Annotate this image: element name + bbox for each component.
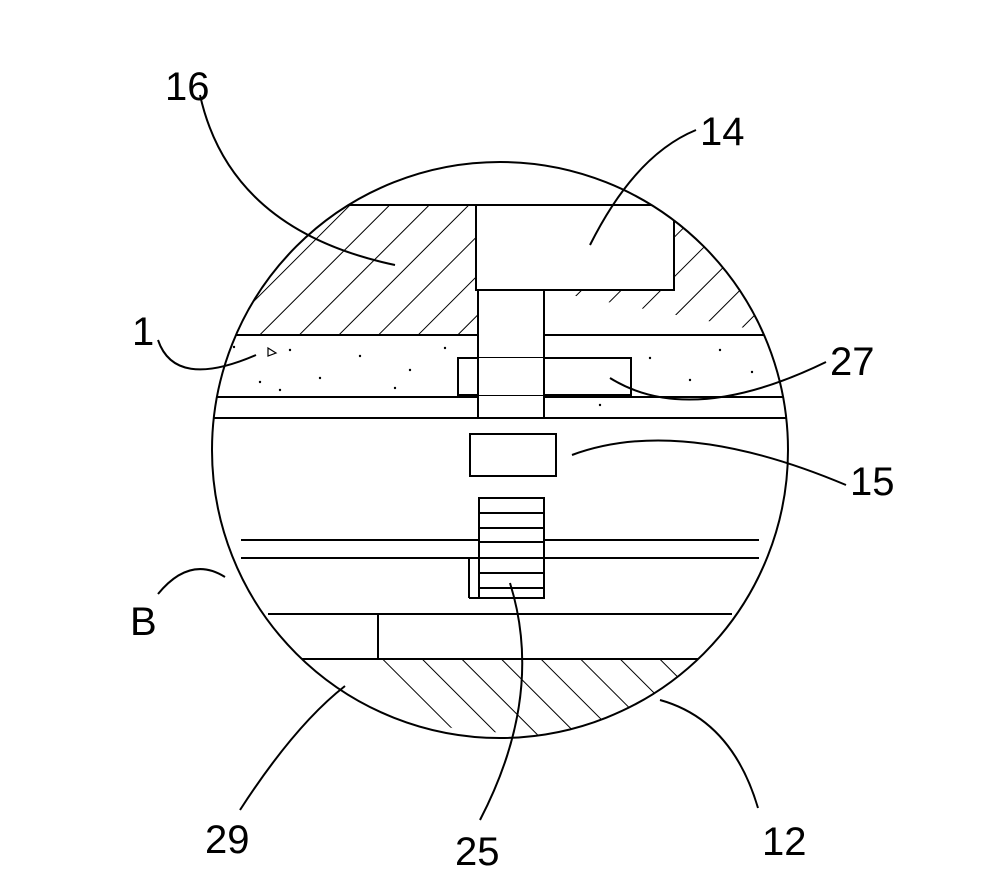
callout-label-15: 15 bbox=[850, 460, 895, 505]
callout-label-14: 14 bbox=[700, 110, 745, 155]
callout-label-27: 27 bbox=[830, 340, 875, 385]
callout-label-12: 12 bbox=[762, 820, 807, 865]
callout-label-B: B bbox=[130, 600, 157, 645]
engineering-diagram bbox=[0, 0, 1000, 891]
callout-label-16: 16 bbox=[165, 65, 210, 110]
callout-label-25: 25 bbox=[455, 830, 500, 875]
callout-label-29: 29 bbox=[205, 818, 250, 863]
callout-label-1: 1 bbox=[132, 310, 154, 355]
